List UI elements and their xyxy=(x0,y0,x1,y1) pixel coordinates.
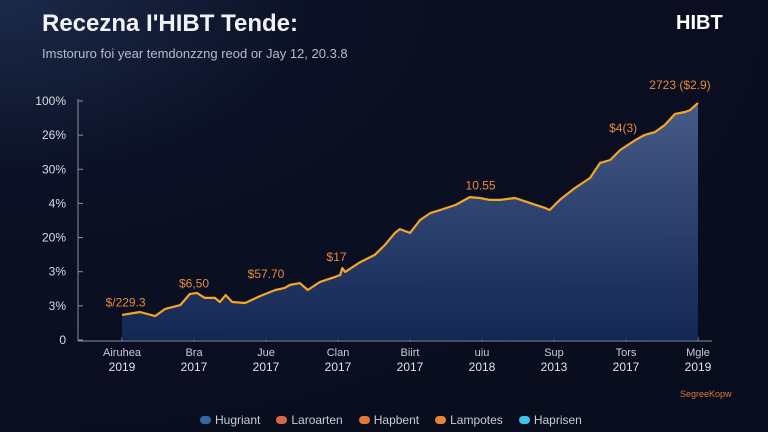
data-label: 10.55 xyxy=(466,178,496,192)
legend-swatch xyxy=(518,416,530,424)
y-tick-label: 20% xyxy=(42,231,66,245)
data-label: $57.70 xyxy=(248,267,285,281)
x-tick-label-bottom: 2017 xyxy=(253,360,280,374)
x-tick-label-bottom: 2013 xyxy=(541,360,568,374)
y-tick-label: 0 xyxy=(59,333,66,347)
x-tick-label-bottom: 2017 xyxy=(397,360,424,374)
data-label: $4(3) xyxy=(609,121,637,135)
legend-item: Laroarten xyxy=(276,413,343,427)
source-label: SegreeKopw xyxy=(680,389,732,399)
y-tick-label: 30% xyxy=(42,162,66,176)
y-tick-label: 3% xyxy=(49,265,67,279)
y-tick-label: 100% xyxy=(35,94,66,108)
x-tick-label-bottom: 2017 xyxy=(613,360,640,374)
data-label: $6,50 xyxy=(179,276,209,290)
x-tick-label-top: Mgle xyxy=(686,347,710,359)
x-tick-label-bottom: 2017 xyxy=(325,360,352,374)
legend-label: Laroarten xyxy=(291,413,343,427)
chart-subtitle: Imstoruro foi year temdonzzng reod or Ja… xyxy=(42,46,348,61)
brand-logo: HIBT xyxy=(676,12,723,34)
x-tick-label-top: Jue xyxy=(257,347,275,359)
legend-item: Lampotes xyxy=(435,413,503,427)
data-label: $/229.3 xyxy=(106,296,146,310)
legend-swatch xyxy=(276,416,288,424)
x-tick-label-bottom: 2017 xyxy=(181,360,208,374)
legend-item: Haprisen xyxy=(518,413,582,427)
legend-swatch xyxy=(200,416,211,424)
series-area xyxy=(122,102,698,341)
x-tick-label-top: Clan xyxy=(327,347,350,359)
legend-label: Lampotes xyxy=(450,413,503,427)
x-tick-label-top: Airuhea xyxy=(103,347,142,359)
legend-item: Hugriant xyxy=(200,413,260,427)
legend-label: Haprisen xyxy=(533,413,582,427)
y-tick-label: 26% xyxy=(42,128,66,142)
data-label: $17 xyxy=(327,250,347,264)
x-tick-label-bottom: 2018 xyxy=(469,360,496,374)
y-tick-label: 3% xyxy=(49,299,67,313)
legend-item: Hapbent xyxy=(358,413,420,427)
legend-swatch xyxy=(435,416,447,424)
legend-label: Hugriant xyxy=(215,413,261,427)
series-line xyxy=(121,102,699,318)
legend-label: Hapbent xyxy=(373,413,420,427)
x-tick-label-top: Tors xyxy=(616,347,637,359)
x-tick-label-top: Biirt xyxy=(401,347,420,359)
x-tick-label-bottom: 2019 xyxy=(109,360,136,374)
y-tick-label: 4% xyxy=(49,196,67,210)
legend-swatch xyxy=(358,416,370,424)
data-label: 2723 ($2.9) xyxy=(649,78,710,92)
x-tick-label-top: uiu xyxy=(475,347,490,359)
x-tick-label-top: Bra xyxy=(185,347,203,359)
x-tick-label-bottom: 2019 xyxy=(685,360,712,374)
chart-title: Recezna I'HIBT Tende: xyxy=(42,10,298,37)
legend: Hugriant Laroarten Hapbent Lampotes Haprisen xyxy=(200,413,582,427)
x-tick-label-top: Sup xyxy=(544,347,564,359)
